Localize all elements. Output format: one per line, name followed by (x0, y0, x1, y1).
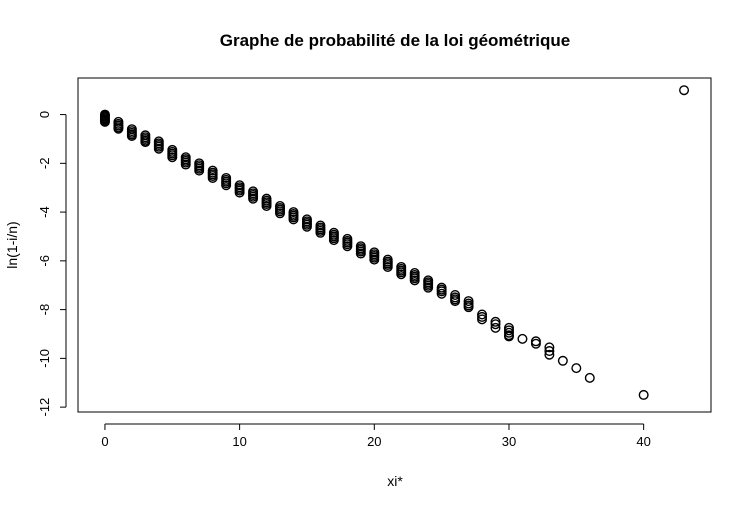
data-point (477, 314, 488, 325)
x-axis-label: xi* (387, 473, 403, 489)
chart-title: Graphe de probabilité de la loi géométri… (220, 31, 570, 50)
data-point (180, 159, 191, 170)
data-point (463, 302, 474, 313)
data-point (530, 338, 541, 349)
data-point (221, 180, 232, 191)
data-point (584, 372, 595, 383)
data-point (207, 172, 218, 183)
data-point (557, 355, 568, 366)
data-point (517, 333, 528, 344)
x-axis: 0 10 20 30 40 (101, 423, 651, 449)
x-tick-label: 30 (502, 434, 516, 449)
data-point (261, 200, 272, 211)
data-point (301, 221, 312, 232)
data-point (275, 208, 286, 219)
y-axis: 0 -2 -4 -6 -8 -10 -12 (37, 111, 67, 417)
y-tick-label: -12 (37, 398, 52, 417)
data-point (248, 193, 259, 204)
data-point (328, 235, 339, 246)
data-point (315, 227, 326, 238)
x-tick-label: 20 (367, 434, 381, 449)
data-point (436, 288, 447, 299)
data-point (194, 165, 205, 176)
data-point (99, 116, 110, 127)
data-point (369, 254, 380, 265)
data-points (99, 85, 690, 400)
x-tick-label: 0 (101, 434, 108, 449)
data-point (544, 349, 555, 360)
data-point (679, 85, 690, 96)
data-point (288, 214, 299, 225)
data-point (503, 331, 514, 342)
data-point (342, 241, 353, 252)
data-point (167, 152, 178, 163)
y-axis-label: ln(1-i/n) (4, 221, 20, 268)
data-point (544, 342, 555, 353)
data-point (234, 187, 245, 198)
data-point (396, 269, 407, 280)
y-tick-label: -4 (37, 206, 52, 218)
data-point (355, 248, 366, 259)
data-point (571, 363, 582, 374)
data-point (113, 123, 124, 134)
x-tick-label: 40 (636, 434, 650, 449)
data-point (409, 275, 420, 286)
data-point (450, 296, 461, 307)
data-point (638, 389, 649, 400)
y-tick-label: -6 (37, 255, 52, 267)
data-point (544, 346, 555, 357)
x-tick-label: 10 (232, 434, 246, 449)
y-tick-label: -10 (37, 349, 52, 368)
data-point (382, 261, 393, 272)
data-point (423, 282, 434, 293)
y-tick-label: 0 (37, 111, 52, 118)
data-point (140, 137, 151, 148)
data-point (490, 322, 501, 333)
data-point (126, 131, 137, 142)
y-tick-label: -8 (37, 304, 52, 316)
y-tick-label: -2 (37, 158, 52, 170)
plot-area (77, 77, 712, 413)
data-point (490, 319, 501, 330)
data-point (153, 143, 164, 154)
